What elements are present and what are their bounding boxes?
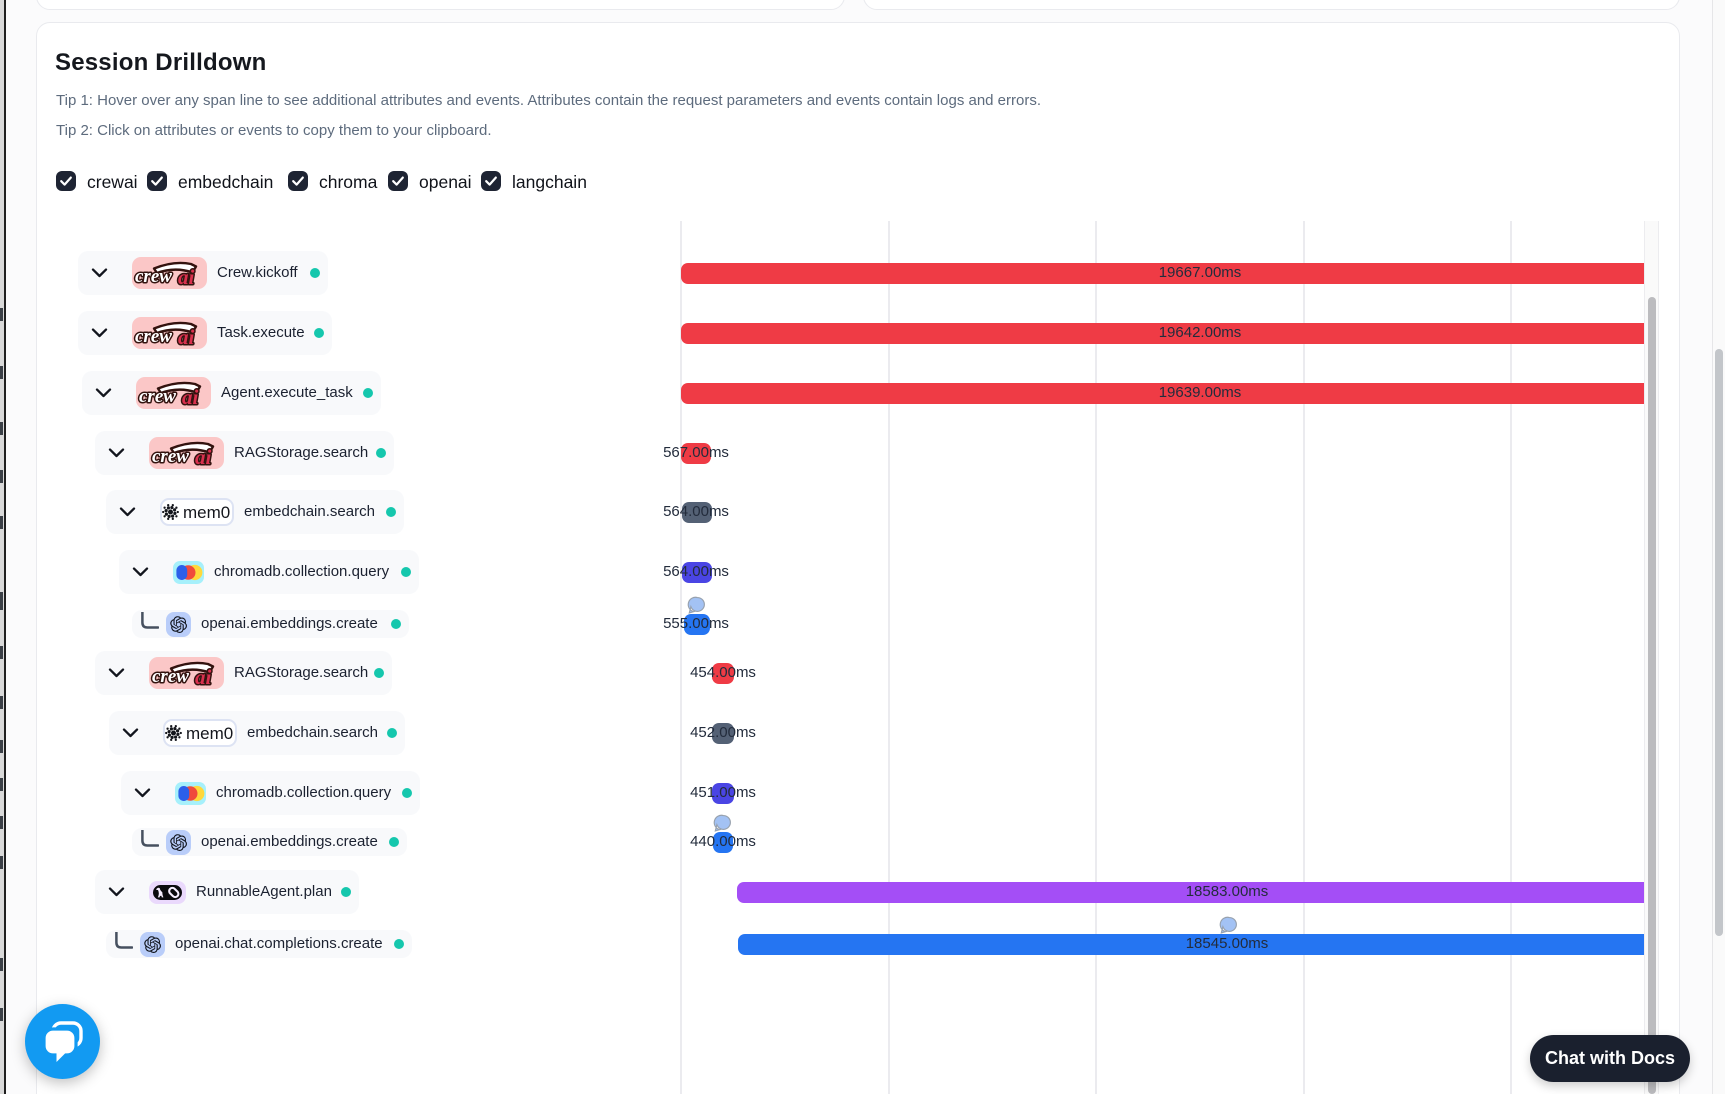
svg-text:ai: ai: [178, 265, 195, 289]
svg-text:ai: ai: [178, 325, 195, 349]
svg-text:crew: crew: [152, 446, 189, 467]
svg-text:crew: crew: [135, 326, 172, 347]
svg-text:crew: crew: [139, 386, 176, 407]
svg-text:crew: crew: [152, 666, 189, 687]
svg-text:ai: ai: [182, 385, 199, 409]
svg-text:ai: ai: [195, 445, 212, 469]
svg-text:ai: ai: [195, 665, 212, 689]
svg-text:mem0: mem0: [183, 503, 230, 522]
svg-text:mem0: mem0: [186, 724, 233, 743]
svg-text:crew: crew: [135, 266, 172, 287]
